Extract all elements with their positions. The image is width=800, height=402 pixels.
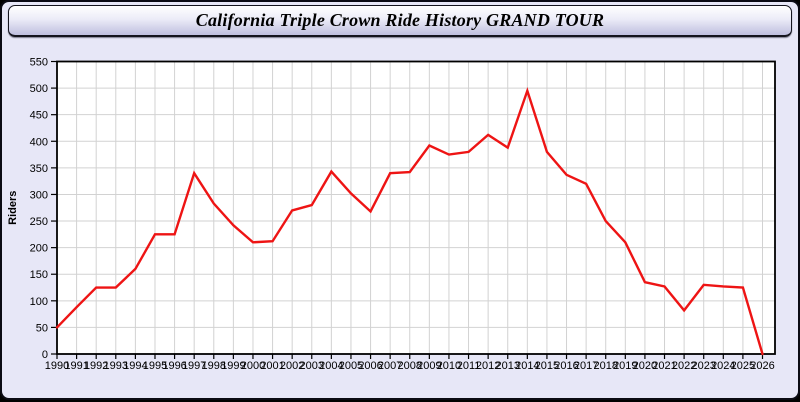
x-tick-label: 1990 [45,360,69,372]
y-tick-label: 150 [30,269,48,281]
x-tick-label: 2008 [398,360,422,372]
x-tick-label: 2000 [241,360,265,372]
y-tick-label: 200 [30,243,48,255]
x-tick-label: 1993 [104,360,128,372]
x-tick-label: 2010 [437,360,461,372]
y-tick-label: 250 [30,216,48,228]
x-tick-label: 2019 [613,360,637,372]
x-tick-label: 2021 [652,360,676,372]
y-tick-label: 0 [42,349,48,361]
x-tick-label: 2026 [750,360,774,372]
x-tick-label: 2023 [691,360,715,372]
x-tick-label: 2020 [633,360,657,372]
x-tick-label: 1998 [202,360,226,372]
x-tick-label: 2003 [300,360,324,372]
y-tick-label: 350 [30,163,48,175]
x-tick-label: 2022 [672,360,696,372]
x-tick-label: 2016 [554,360,578,372]
title-bar: California Triple Crown Ride History GRA… [8,5,792,37]
y-tick-label: 550 [30,57,48,69]
x-tick-label: 2013 [495,360,519,372]
page-title: California Triple Crown Ride History GRA… [195,10,605,30]
x-tick-label: 2012 [476,360,500,372]
x-tick-label: 2009 [417,360,441,372]
y-axis-title: Riders [7,191,19,225]
x-tick-label: 1996 [162,360,186,372]
y-tick-label: 300 [30,189,48,201]
x-tick-label: 2018 [593,360,617,372]
plot-area [57,61,775,354]
y-tick-label: 50 [36,322,48,334]
x-tick-label: 1999 [221,360,245,372]
x-tick-label: 1997 [182,360,206,372]
x-tick-label: 2001 [260,360,284,372]
x-tick-label: 2006 [358,360,382,372]
x-tick-label: 2014 [515,360,539,372]
x-tick-label: 1992 [84,360,108,372]
y-tick-label: 100 [30,296,48,308]
x-tick-label: 2024 [711,360,735,372]
x-tick-label: 2004 [319,360,343,372]
x-tick-label: 2011 [457,360,481,372]
x-tick-label: 2007 [378,360,402,372]
y-tick-label: 400 [30,136,48,148]
y-tick-label: 500 [30,83,48,95]
x-tick-label: 2005 [339,360,363,372]
x-tick-label: 1994 [123,360,147,372]
y-tick-label: 450 [30,110,48,122]
x-tick-label: 2017 [574,360,598,372]
plot-frame [56,60,776,355]
x-tick-label: 1995 [143,360,167,372]
series-line-riders [55,86,764,356]
x-tick-label: 2002 [280,360,304,372]
x-tick-label: 2025 [731,360,755,372]
x-tick-label: 1991 [64,360,88,372]
x-tick-label: 2015 [535,360,559,372]
